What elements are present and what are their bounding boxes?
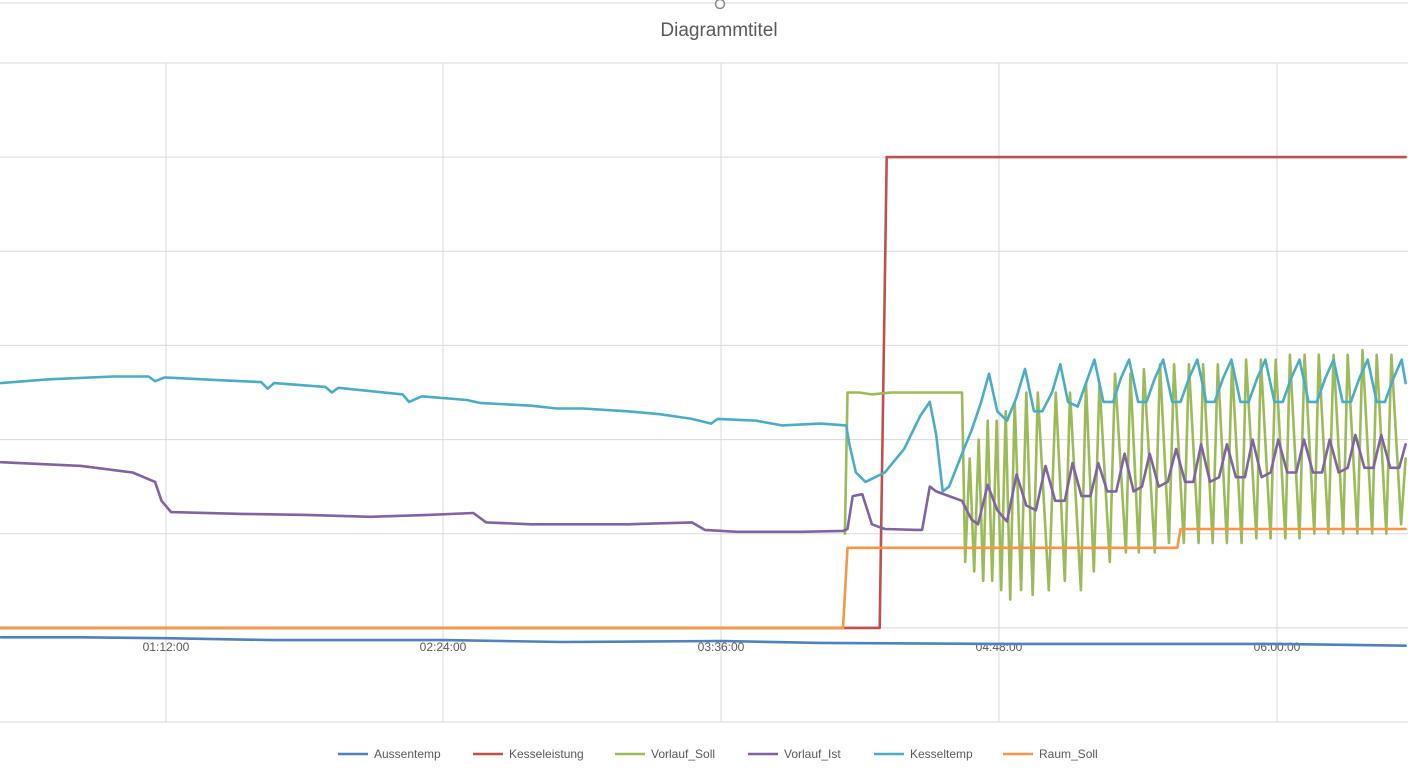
legend: Aussentemp Kesseleistung Vorlauf_Soll Vorla… [338,747,1098,761]
legend-item: Aussentemp [338,747,441,761]
legend-label: Raum_Soll [1039,747,1098,761]
legend-label: Aussentemp [374,747,441,761]
x-tick-label: 01:12:00 [143,640,190,654]
series-line-kesseleistung [0,155,1407,630]
series-line-vorlauf-soll [843,348,1407,601]
x-tick-label: 02:24:00 [420,640,467,654]
legend-item: Vorlauf_Ist [748,747,841,761]
legend-item: Kesseltemp [874,747,973,761]
legend-label: Vorlauf_Ist [784,747,841,761]
series-line-kesseltemp [0,358,1407,493]
x-tick-label: 04:48:00 [976,640,1023,654]
resize-handle[interactable] [714,0,726,10]
chart-title: Diagrammtitel [660,20,777,41]
legend-label: Vorlauf_Soll [651,747,715,761]
legend-label: Kesseleistung [509,747,584,761]
x-tick-label: 06:00:00 [1254,640,1301,654]
legend-item: Raum_Soll [1003,747,1098,761]
series-line-raum-soll [0,527,1407,630]
legend-label: Kesseltemp [910,747,973,761]
gridlines [0,62,1408,723]
series-lines [0,155,1407,647]
series-line-aussentemp [0,636,1407,647]
series-line-vorlauf-ist [0,433,1407,534]
x-tick-label: 03:36:00 [698,640,745,654]
legend-item: Vorlauf_Soll [615,747,715,761]
legend-item: Kesseleistung [473,747,584,761]
